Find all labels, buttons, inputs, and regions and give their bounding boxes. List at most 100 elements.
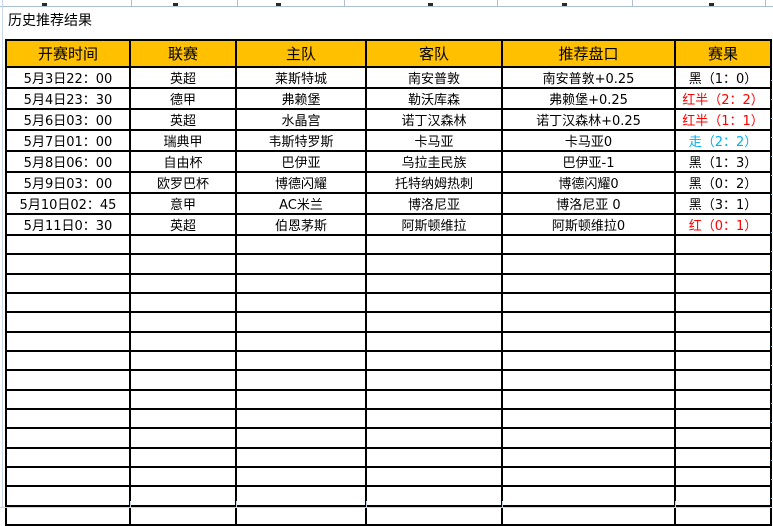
cell-handicap[interactable]: 巴伊亚-1 xyxy=(501,150,676,173)
empty-cell[interactable] xyxy=(129,311,237,333)
empty-cell[interactable] xyxy=(674,272,772,295)
empty-cell[interactable] xyxy=(129,407,237,430)
header-home-team[interactable]: 主队 xyxy=(235,39,367,68)
header-kickoff-time[interactable]: 开赛时间 xyxy=(5,39,131,68)
empty-cell[interactable] xyxy=(235,291,367,314)
empty-cell[interactable] xyxy=(129,427,237,449)
empty-cell[interactable] xyxy=(235,446,367,468)
empty-cell[interactable] xyxy=(235,504,367,526)
cell-time[interactable]: 5月9日03：00 xyxy=(5,171,131,194)
cell-away[interactable]: 阿斯顿维拉 xyxy=(365,213,503,236)
empty-cell[interactable] xyxy=(5,427,131,449)
empty-cell[interactable] xyxy=(501,427,676,449)
cell-result[interactable]: 黑（0：2） xyxy=(674,171,772,194)
cell-time[interactable]: 5月10日02：45 xyxy=(5,192,131,215)
empty-cell[interactable] xyxy=(235,233,367,256)
cell-away[interactable]: 卡马亚 xyxy=(365,129,503,152)
cell-home[interactable]: 水晶宫 xyxy=(235,108,367,131)
empty-cell[interactable] xyxy=(501,291,676,314)
empty-cell[interactable] xyxy=(5,330,131,352)
empty-cell[interactable] xyxy=(129,485,237,507)
empty-cell[interactable] xyxy=(365,407,503,430)
empty-cell[interactable] xyxy=(674,253,772,275)
empty-cell[interactable] xyxy=(235,465,367,488)
empty-cell[interactable] xyxy=(365,291,503,314)
empty-cell[interactable] xyxy=(129,330,237,352)
cell-league[interactable]: 意甲 xyxy=(129,192,237,215)
empty-cell[interactable] xyxy=(674,311,772,333)
empty-cell[interactable] xyxy=(5,485,131,507)
empty-cell[interactable] xyxy=(129,446,237,468)
empty-cell[interactable] xyxy=(501,465,676,488)
empty-cell[interactable] xyxy=(674,485,772,507)
cell-league[interactable]: 瑞典甲 xyxy=(129,129,237,152)
empty-cell[interactable] xyxy=(129,291,237,314)
cell-away[interactable]: 托特纳姆热刺 xyxy=(365,171,503,194)
empty-cell[interactable] xyxy=(5,272,131,295)
empty-cell[interactable] xyxy=(365,272,503,295)
empty-cell[interactable] xyxy=(365,485,503,507)
empty-cell[interactable] xyxy=(501,349,676,372)
empty-cell[interactable] xyxy=(5,233,131,256)
empty-cell[interactable] xyxy=(129,272,237,295)
cell-away[interactable]: 博洛尼亚 xyxy=(365,192,503,215)
empty-cell[interactable] xyxy=(501,311,676,333)
empty-cell[interactable] xyxy=(235,388,367,410)
empty-cell[interactable] xyxy=(235,330,367,352)
empty-cell[interactable] xyxy=(501,253,676,275)
empty-cell[interactable] xyxy=(674,369,772,391)
cell-home[interactable]: 莱斯特城 xyxy=(235,66,367,89)
empty-cell[interactable] xyxy=(501,504,676,526)
empty-cell[interactable] xyxy=(365,311,503,333)
cell-result[interactable]: 黑（3：1） xyxy=(674,192,772,215)
cell-league[interactable]: 英超 xyxy=(129,213,237,236)
cell-away[interactable]: 诺丁汉森林 xyxy=(365,108,503,131)
empty-cell[interactable] xyxy=(365,233,503,256)
cell-handicap[interactable]: 弗赖堡+0.25 xyxy=(501,87,676,110)
empty-cell[interactable] xyxy=(235,311,367,333)
cell-away[interactable]: 乌拉圭民族 xyxy=(365,150,503,173)
empty-cell[interactable] xyxy=(365,427,503,449)
empty-cell[interactable] xyxy=(501,407,676,430)
empty-cell[interactable] xyxy=(365,388,503,410)
empty-cell[interactable] xyxy=(501,388,676,410)
cell-home[interactable]: 博德闪耀 xyxy=(235,171,367,194)
empty-cell[interactable] xyxy=(674,349,772,372)
cell-league[interactable]: 英超 xyxy=(129,66,237,89)
cell-time[interactable]: 5月3日22：00 xyxy=(5,66,131,89)
empty-cell[interactable] xyxy=(674,407,772,430)
empty-cell[interactable] xyxy=(365,349,503,372)
empty-cell[interactable] xyxy=(5,504,131,526)
empty-cell[interactable] xyxy=(5,465,131,488)
empty-cell[interactable] xyxy=(235,427,367,449)
cell-league[interactable]: 英超 xyxy=(129,108,237,131)
empty-cell[interactable] xyxy=(5,311,131,333)
empty-cell[interactable] xyxy=(674,427,772,449)
cell-handicap[interactable]: 博洛尼亚 0 xyxy=(501,192,676,215)
empty-cell[interactable] xyxy=(5,291,131,314)
cell-time[interactable]: 5月4日23：30 xyxy=(5,87,131,110)
empty-cell[interactable] xyxy=(5,407,131,430)
empty-cell[interactable] xyxy=(129,349,237,372)
empty-cell[interactable] xyxy=(365,504,503,526)
cell-result[interactable]: 黑（1：3） xyxy=(674,150,772,173)
empty-cell[interactable] xyxy=(129,369,237,391)
cell-home[interactable]: 韦斯特罗斯 xyxy=(235,129,367,152)
cell-home[interactable]: 弗赖堡 xyxy=(235,87,367,110)
cell-home[interactable]: 伯恩茅斯 xyxy=(235,213,367,236)
empty-cell[interactable] xyxy=(5,253,131,275)
cell-home[interactable]: 巴伊亚 xyxy=(235,150,367,173)
empty-cell[interactable] xyxy=(5,388,131,410)
empty-cell[interactable] xyxy=(674,504,772,526)
cell-handicap[interactable]: 博德闪耀0 xyxy=(501,171,676,194)
cell-time[interactable]: 5月7日01：00 xyxy=(5,129,131,152)
empty-cell[interactable] xyxy=(674,291,772,314)
cell-handicap[interactable]: 卡马亚0 xyxy=(501,129,676,152)
header-result[interactable]: 赛果 xyxy=(674,39,772,68)
empty-cell[interactable] xyxy=(129,253,237,275)
empty-cell[interactable] xyxy=(235,485,367,507)
empty-cell[interactable] xyxy=(235,349,367,372)
empty-cell[interactable] xyxy=(674,388,772,410)
cell-handicap[interactable]: 诺丁汉森林+0.25 xyxy=(501,108,676,131)
cell-time[interactable]: 5月6日03：00 xyxy=(5,108,131,131)
